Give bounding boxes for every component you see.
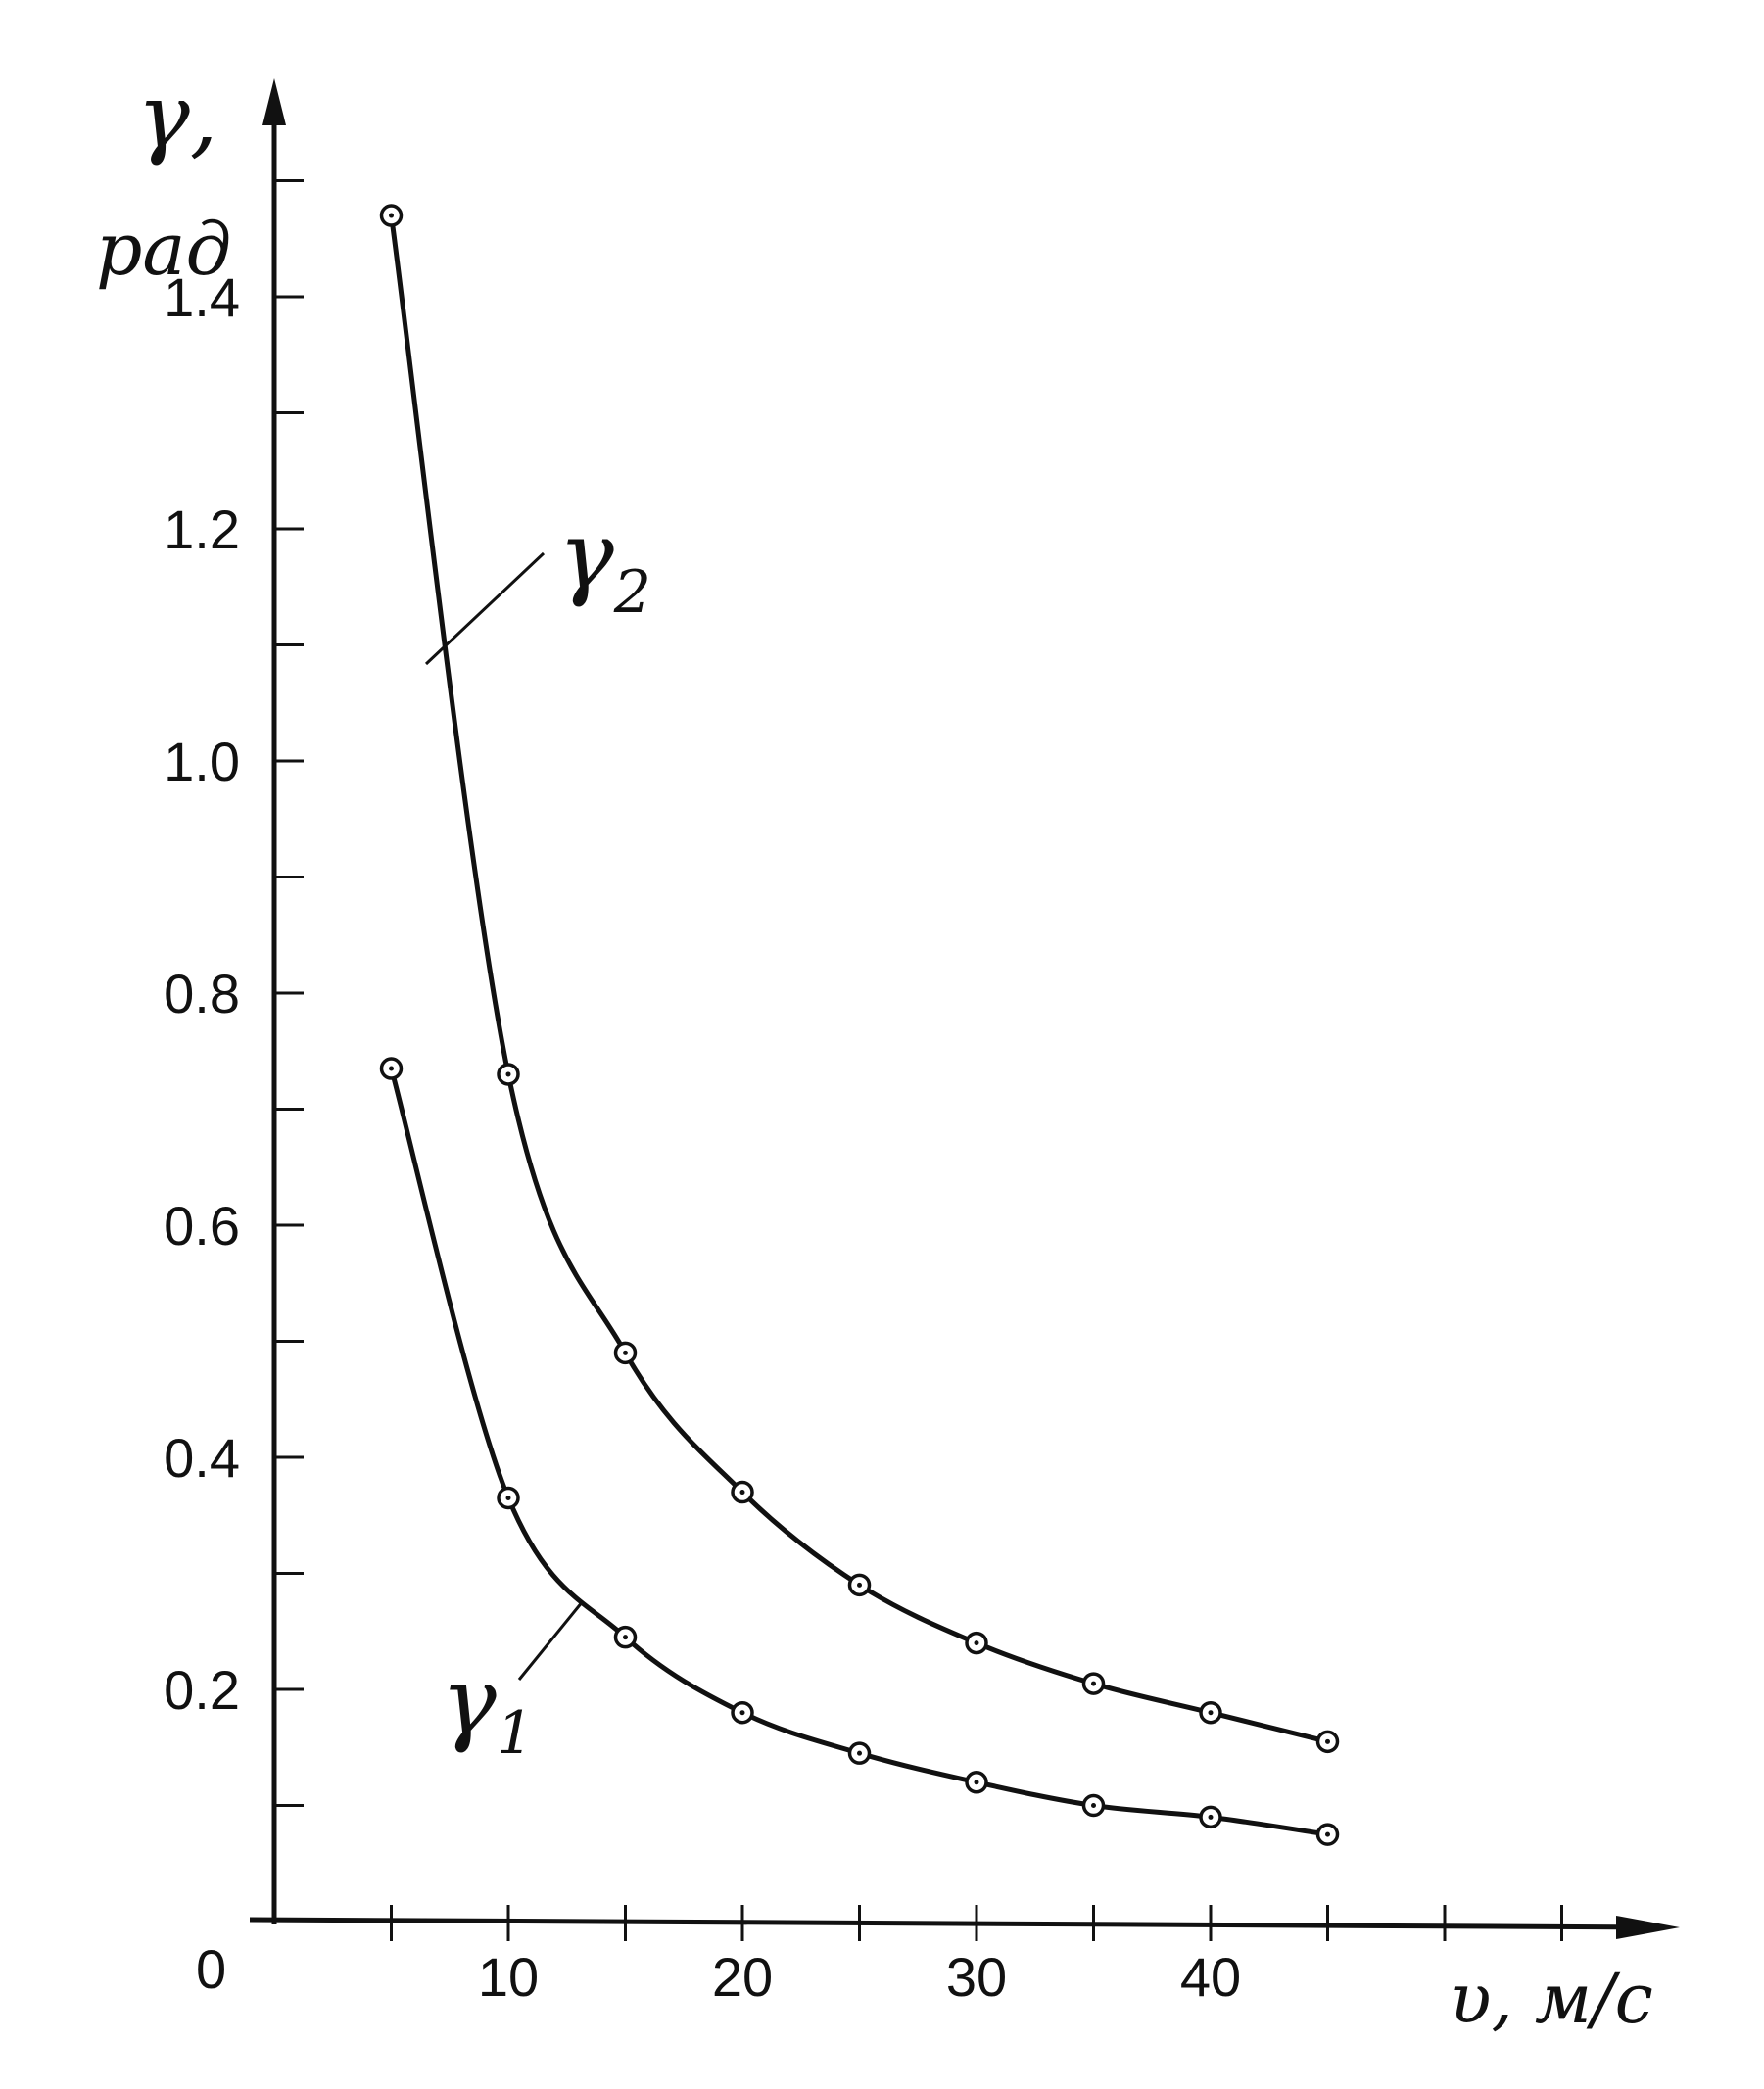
series-gamma2-point-dot [505,1071,511,1077]
gamma2-label: γ2 [558,502,651,627]
y-tick-label: 1.0 [164,731,240,792]
gamma1-label: γ1 [441,1648,534,1768]
y-ticks [274,179,304,1807]
y-tick-label: 1.2 [164,499,240,560]
series-gamma2-point-dot [389,213,394,218]
x-tick-labels: 10 20 30 40 [478,1946,1241,2008]
x-tick-label: 20 [712,1946,773,2008]
series-gamma1-point-dot [974,1780,979,1785]
y-axis-unit: рад [96,208,231,292]
y-axis-symbol: γ, [137,66,217,168]
y-tick-label: 0.4 [164,1427,240,1489]
series-gamma2-point-dot [974,1640,979,1646]
series-gamma2-point-dot [1091,1681,1096,1686]
gamma2-leader-line [424,551,546,666]
series-gamma1-point-dot [1208,1814,1214,1820]
x-tick-label: 40 [1180,1946,1241,2008]
x-tick-label: 10 [478,1946,539,2008]
y-tick-label: 0.2 [164,1659,240,1721]
series-gamma1-point-dot [739,1710,745,1716]
x-tick-label: 30 [946,1946,1007,2008]
x-axis-label: υ, м/с [1450,1959,1653,2039]
y-axis-arrow [262,78,286,125]
y-tick-labels: 0.2 0.4 0.6 0.8 1.0 1.2 1.4 [164,266,240,1721]
origin-label: 0 [196,1938,226,2000]
y-tick-label: 1.4 [164,266,240,328]
series-gamma1-point-dot [1325,1831,1330,1837]
x-axis-arrow [1616,1916,1680,1939]
series-gamma2-point-dot [1325,1738,1330,1744]
series-gamma1-point-dot [1091,1803,1096,1808]
series-gamma2-line [389,213,1330,1744]
series-gamma1-point-dot [857,1750,862,1756]
series-gamma1-point-dot [389,1066,394,1071]
gamma1-label-sub: 1 [497,1699,534,1768]
y-tick-label: 0.8 [164,963,240,1024]
gamma2-label-sub: 2 [613,558,651,627]
x-ticks [390,1905,1563,1941]
series-gamma2-point-dot [857,1582,862,1588]
series-gamma2-point-dot [623,1350,628,1355]
series-layer [379,204,1340,1846]
series-gamma1-point-dot [623,1635,628,1640]
series-gamma2-point-dot [1208,1710,1214,1716]
series-gamma2-point-dot [739,1490,745,1496]
y-tick-label: 0.6 [164,1195,240,1257]
gamma2-label-symbol: γ [558,502,614,610]
x-axis [249,1917,1666,1930]
gamma1-leader-line [517,1600,585,1681]
series-gamma1-line [389,1066,1330,1837]
series-gamma1-point-dot [505,1495,511,1500]
gamma1-label-symbol: γ [441,1648,497,1756]
